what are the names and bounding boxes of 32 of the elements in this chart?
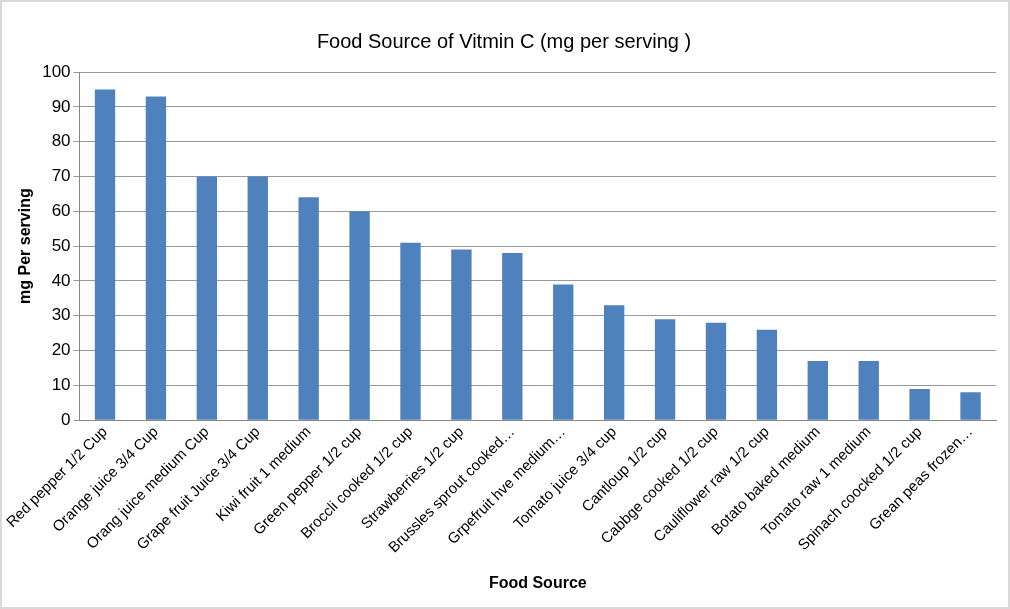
y-tick-label: 70 (51, 166, 71, 186)
chart-title: Food Source of Vitmin C (mg per serving ) (316, 29, 692, 52)
bar (451, 249, 472, 420)
y-tick-label: 0 (61, 409, 71, 429)
y-axis-title: mg Per serving (16, 188, 34, 304)
bar (247, 176, 268, 420)
bar (756, 329, 778, 420)
y-tick-label: 40 (51, 270, 71, 290)
bar (553, 284, 574, 420)
y-tick-label: 30 (51, 305, 71, 325)
bar (502, 253, 523, 420)
y-tick-label: 10 (51, 375, 71, 395)
y-tick-label: 50 (51, 235, 71, 255)
bar (654, 319, 676, 420)
bar (807, 361, 828, 420)
bar (196, 176, 218, 420)
bar (909, 388, 930, 420)
y-tick-label: 60 (51, 200, 71, 220)
bar (858, 361, 879, 420)
bar (960, 392, 981, 420)
bar (94, 89, 116, 420)
y-tick-label: 90 (51, 96, 71, 116)
bar (145, 96, 167, 420)
bar (603, 305, 625, 420)
bar (298, 197, 319, 420)
bar (349, 211, 370, 420)
y-tick-label: 20 (51, 340, 71, 360)
y-tick-label: 100 (42, 61, 71, 81)
bar (705, 322, 727, 420)
x-axis-title: Food Source (488, 573, 587, 591)
bar (400, 242, 421, 420)
y-tick-label: 80 (51, 131, 71, 151)
